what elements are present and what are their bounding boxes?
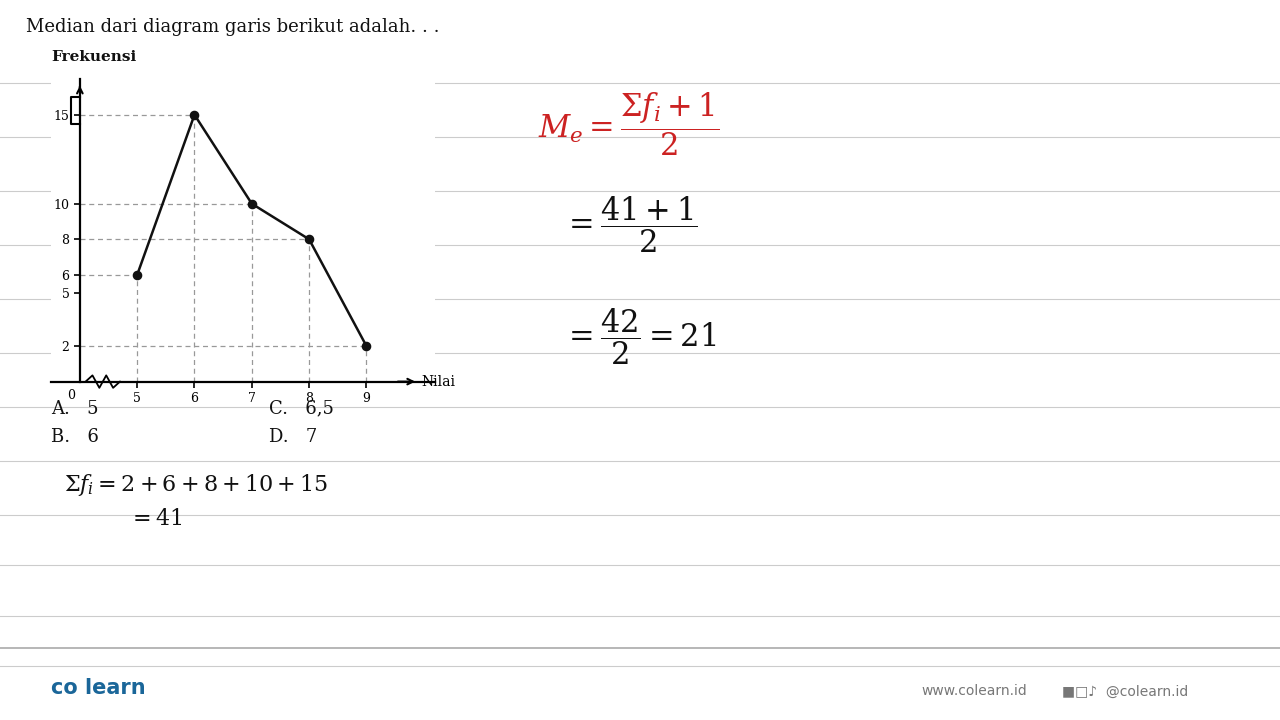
Text: $\Sigma f_i = 2 + 6 + 8 + 10 + 15$: $\Sigma f_i = 2 + 6 + 8 + 10 + 15$ <box>64 472 329 498</box>
Text: Median dari diagram garis berikut adalah. . .: Median dari diagram garis berikut adalah… <box>26 18 439 36</box>
Text: Frekuensi: Frekuensi <box>51 50 137 64</box>
Text: D.   7: D. 7 <box>269 428 317 446</box>
Point <box>184 109 205 120</box>
Text: B.   6: B. 6 <box>51 428 99 446</box>
Text: C.   6,5: C. 6,5 <box>269 400 334 418</box>
Text: $M_e = \dfrac{\Sigma f_i + 1}{2}$: $M_e = \dfrac{\Sigma f_i + 1}{2}$ <box>538 90 719 158</box>
Text: $= \dfrac{41 + 1}{2}$: $= \dfrac{41 + 1}{2}$ <box>563 194 698 255</box>
Point <box>127 269 147 281</box>
Text: co learn: co learn <box>51 678 146 698</box>
Text: $= \dfrac{42}{2} = 21$: $= \dfrac{42}{2} = 21$ <box>563 306 717 366</box>
Text: ■□♪  @colearn.id: ■□♪ @colearn.id <box>1062 685 1189 698</box>
Text: www.colearn.id: www.colearn.id <box>922 685 1028 698</box>
Text: Nilai: Nilai <box>421 374 454 389</box>
Point <box>242 198 262 210</box>
Text: 0: 0 <box>68 389 76 402</box>
Point <box>356 341 376 352</box>
Point <box>298 233 319 245</box>
Text: $= 41$: $= 41$ <box>128 508 182 528</box>
Text: A.   5: A. 5 <box>51 400 99 418</box>
